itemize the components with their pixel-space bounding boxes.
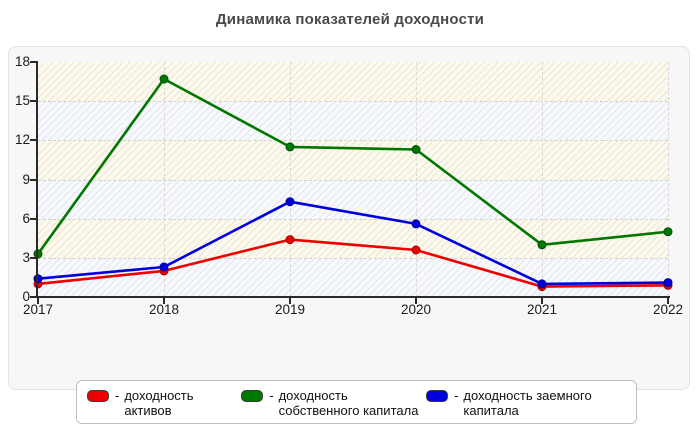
x-axis-tick-label: 2017 xyxy=(22,302,54,317)
y-axis-tick xyxy=(30,217,36,220)
data-point-debt xyxy=(159,262,169,272)
y-axis-tick-label: 9 xyxy=(22,171,30,187)
x-axis-tick xyxy=(415,298,417,304)
data-point-equity xyxy=(411,145,421,154)
data-point-equity xyxy=(159,74,169,84)
y-axis-tick-label: 15 xyxy=(14,93,30,109)
legend-item-debt: - доходность заемного капитала xyxy=(426,388,636,419)
y-axis-tick xyxy=(30,178,36,181)
legend-item-equity: - доходность собственного капитала xyxy=(241,388,426,419)
y-grid-line xyxy=(38,257,668,259)
y-grid-line xyxy=(38,140,668,142)
legend: - доходность активов - доходность собств… xyxy=(76,380,637,424)
y-grid-line xyxy=(38,218,668,220)
legend-item-assets: - доходность активов xyxy=(87,388,241,419)
data-point-debt xyxy=(285,197,295,207)
x-grid-line xyxy=(290,62,291,297)
legend-label-debt: доходность заемного капитала xyxy=(463,388,592,419)
x-axis-tick xyxy=(163,298,165,304)
legend-dash: - xyxy=(115,388,120,403)
legend-swatch-debt-icon xyxy=(426,390,449,402)
x-grid-line xyxy=(668,62,669,297)
y-axis-tick xyxy=(30,61,36,63)
legend-swatch-assets-icon xyxy=(87,390,109,402)
series-line-equity xyxy=(36,77,669,255)
data-point-debt xyxy=(411,219,421,229)
x-axis-tick-label: 2019 xyxy=(274,302,306,317)
legend-dash: - xyxy=(269,388,274,403)
plot-band xyxy=(38,218,668,259)
x-axis-tick xyxy=(667,298,669,304)
data-point-debt xyxy=(663,278,673,288)
x-axis-tick-label: 2022 xyxy=(652,302,684,317)
data-point-equity xyxy=(537,240,547,250)
y-axis-tick-label: 3 xyxy=(22,249,30,265)
y-grid-line xyxy=(38,101,668,103)
y-axis-tick-label: 12 xyxy=(14,132,30,148)
x-axis-tick xyxy=(289,298,291,304)
data-point-debt xyxy=(537,279,547,289)
legend-label-equity: доходность собственного капитала xyxy=(278,388,419,419)
x-axis-tick-label: 2021 xyxy=(526,302,558,317)
data-point-equity xyxy=(663,227,673,237)
y-axis-tick xyxy=(30,296,36,298)
y-axis-tick xyxy=(30,256,36,259)
y-axis-tick xyxy=(30,139,36,142)
legend-swatch-equity-icon xyxy=(241,390,264,402)
plot-area xyxy=(33,62,673,298)
y-grid-line xyxy=(38,179,668,181)
x-grid-line xyxy=(416,62,417,297)
x-axis-tick xyxy=(541,298,543,304)
data-point-assets xyxy=(285,235,295,245)
x-axis-line xyxy=(36,296,670,298)
data-point-equity xyxy=(285,142,295,152)
series-line-debt xyxy=(37,200,669,286)
chart-title: Динамика показателей доходности xyxy=(215,11,485,28)
x-grid-line xyxy=(164,62,165,297)
y-axis-line xyxy=(36,61,38,298)
y-axis-tick-label: 18 xyxy=(14,54,30,69)
y-axis-tick xyxy=(30,100,36,103)
x-axis-tick xyxy=(37,298,39,304)
x-axis-tick-label: 2018 xyxy=(148,302,180,317)
legend-dash: - xyxy=(454,388,459,403)
plot-band xyxy=(38,257,668,298)
x-axis-tick-label: 2020 xyxy=(400,302,432,317)
y-axis-tick-label: 0 xyxy=(22,289,30,304)
legend-label-assets: доходность активов xyxy=(124,388,194,419)
plot-band xyxy=(38,62,668,102)
series-line-assets xyxy=(37,238,669,288)
y-axis-tick-label: 6 xyxy=(22,210,30,226)
x-grid-line xyxy=(542,62,543,297)
data-point-assets xyxy=(411,245,421,255)
series-lines xyxy=(33,74,673,292)
